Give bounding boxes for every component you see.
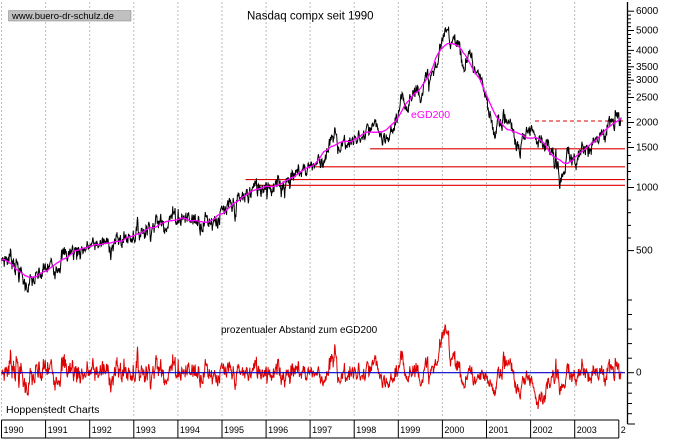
svg-text:3500: 3500 bbox=[636, 62, 659, 73]
svg-text:prozentualer Abstand zum eGD20: prozentualer Abstand zum eGD200 bbox=[221, 325, 378, 336]
svg-text:6000: 6000 bbox=[636, 6, 659, 17]
svg-text:3000: 3000 bbox=[636, 75, 659, 86]
svg-text:1999: 1999 bbox=[400, 425, 420, 435]
svg-text:Nasdaq compx seit 1990: Nasdaq compx seit 1990 bbox=[247, 11, 374, 23]
svg-text:1996: 1996 bbox=[268, 425, 288, 435]
svg-text:www.buero-dr-schulz.de: www.buero-dr-schulz.de bbox=[11, 11, 114, 22]
svg-text:5000: 5000 bbox=[636, 26, 659, 37]
svg-text:1991: 1991 bbox=[48, 425, 68, 435]
svg-text:eGD200: eGD200 bbox=[411, 109, 450, 121]
svg-text:1995: 1995 bbox=[224, 425, 244, 435]
svg-text:0: 0 bbox=[636, 368, 642, 379]
svg-text:1994: 1994 bbox=[180, 425, 200, 435]
svg-text:1990: 1990 bbox=[4, 425, 24, 435]
svg-text:1500: 1500 bbox=[636, 143, 659, 154]
svg-text:2002: 2002 bbox=[533, 425, 553, 435]
svg-text:4000: 4000 bbox=[636, 45, 659, 56]
svg-text:1992: 1992 bbox=[92, 425, 112, 435]
svg-text:2000: 2000 bbox=[444, 425, 464, 435]
svg-text:500: 500 bbox=[636, 246, 653, 257]
svg-text:1993: 1993 bbox=[136, 425, 156, 435]
svg-text:2500: 2500 bbox=[636, 93, 659, 104]
svg-text:2000: 2000 bbox=[636, 118, 659, 129]
svg-text:Hoppenstedt Charts: Hoppenstedt Charts bbox=[6, 404, 99, 416]
svg-text:1998: 1998 bbox=[356, 425, 376, 435]
svg-text:1997: 1997 bbox=[312, 425, 332, 435]
svg-text:1000: 1000 bbox=[636, 183, 659, 194]
svg-text:2003: 2003 bbox=[577, 425, 597, 435]
svg-text:2001: 2001 bbox=[489, 425, 509, 435]
svg-text:2: 2 bbox=[621, 425, 626, 435]
